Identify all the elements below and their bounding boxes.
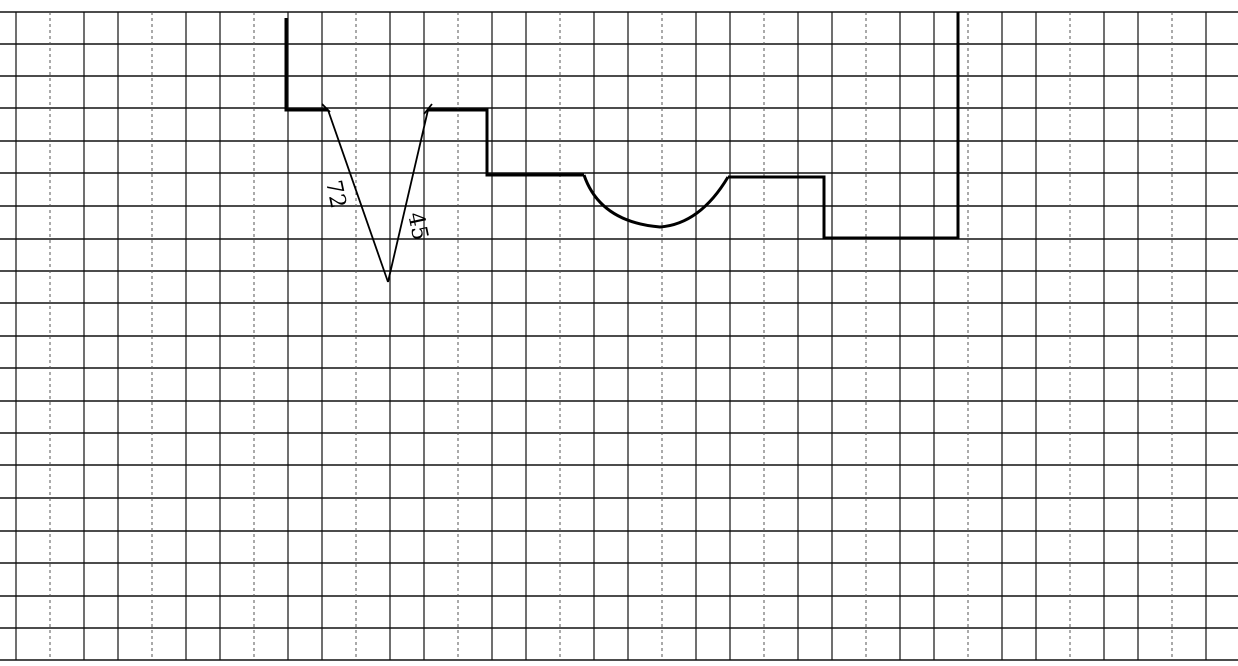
v-groove-tick-right <box>423 103 433 115</box>
right-step-outline <box>728 12 960 240</box>
left-step-outline <box>284 18 328 112</box>
left-angle-label: 72 <box>320 178 350 211</box>
v-groove-tick-left <box>321 103 331 113</box>
v-groove-top-right-ledge <box>428 108 584 177</box>
right-angle-label: 45 <box>402 210 432 243</box>
v-groove-left-edge <box>327 109 389 283</box>
v-groove-right-edge <box>387 109 429 283</box>
grid-lines <box>0 11 1238 661</box>
cross-section-profile <box>284 12 960 283</box>
round-groove <box>582 174 730 229</box>
